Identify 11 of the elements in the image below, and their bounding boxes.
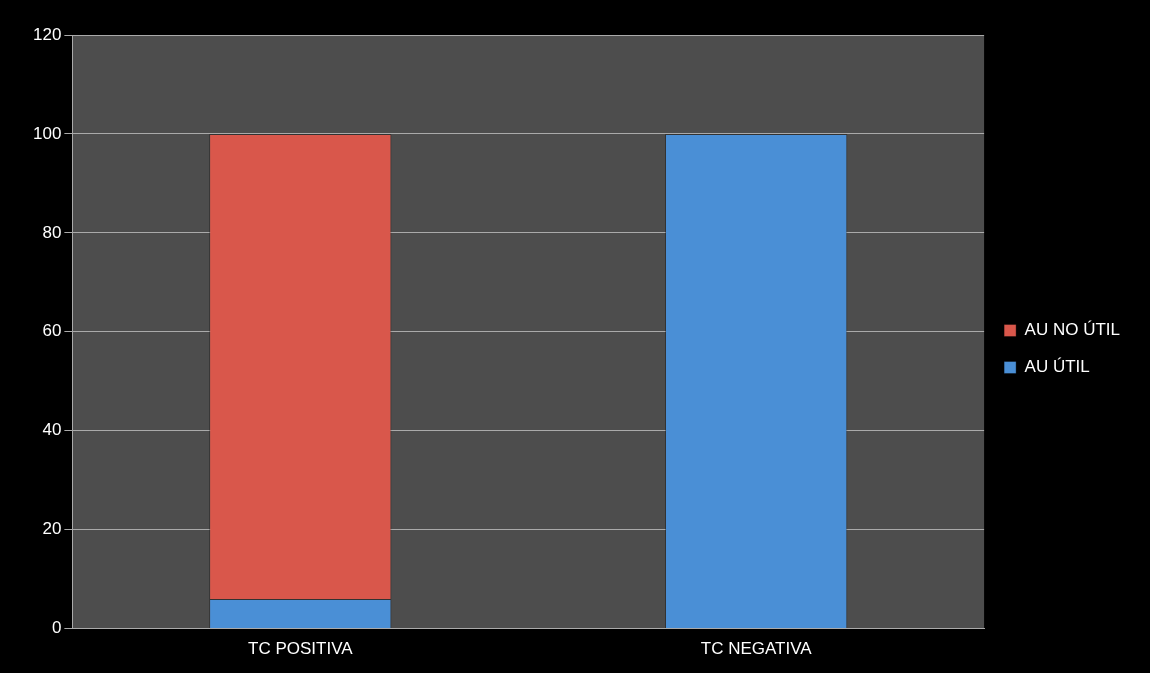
y-tick-label: 60 [42, 321, 62, 341]
legend-label: AU ÚTIL [1024, 357, 1090, 377]
x-tick-label: TC POSITIVA [248, 639, 354, 659]
y-tick-label: 80 [42, 222, 62, 242]
legend-label: AU NO ÚTIL [1024, 320, 1121, 340]
y-tick-label: 20 [42, 519, 62, 539]
y-tick-label: 100 [32, 123, 62, 143]
x-tick-label: TC NEGATIVA [700, 639, 813, 659]
y-tick-label: 40 [42, 420, 62, 440]
y-tick-label: 0 [51, 618, 62, 638]
y-tick-label: 120 [32, 24, 62, 44]
